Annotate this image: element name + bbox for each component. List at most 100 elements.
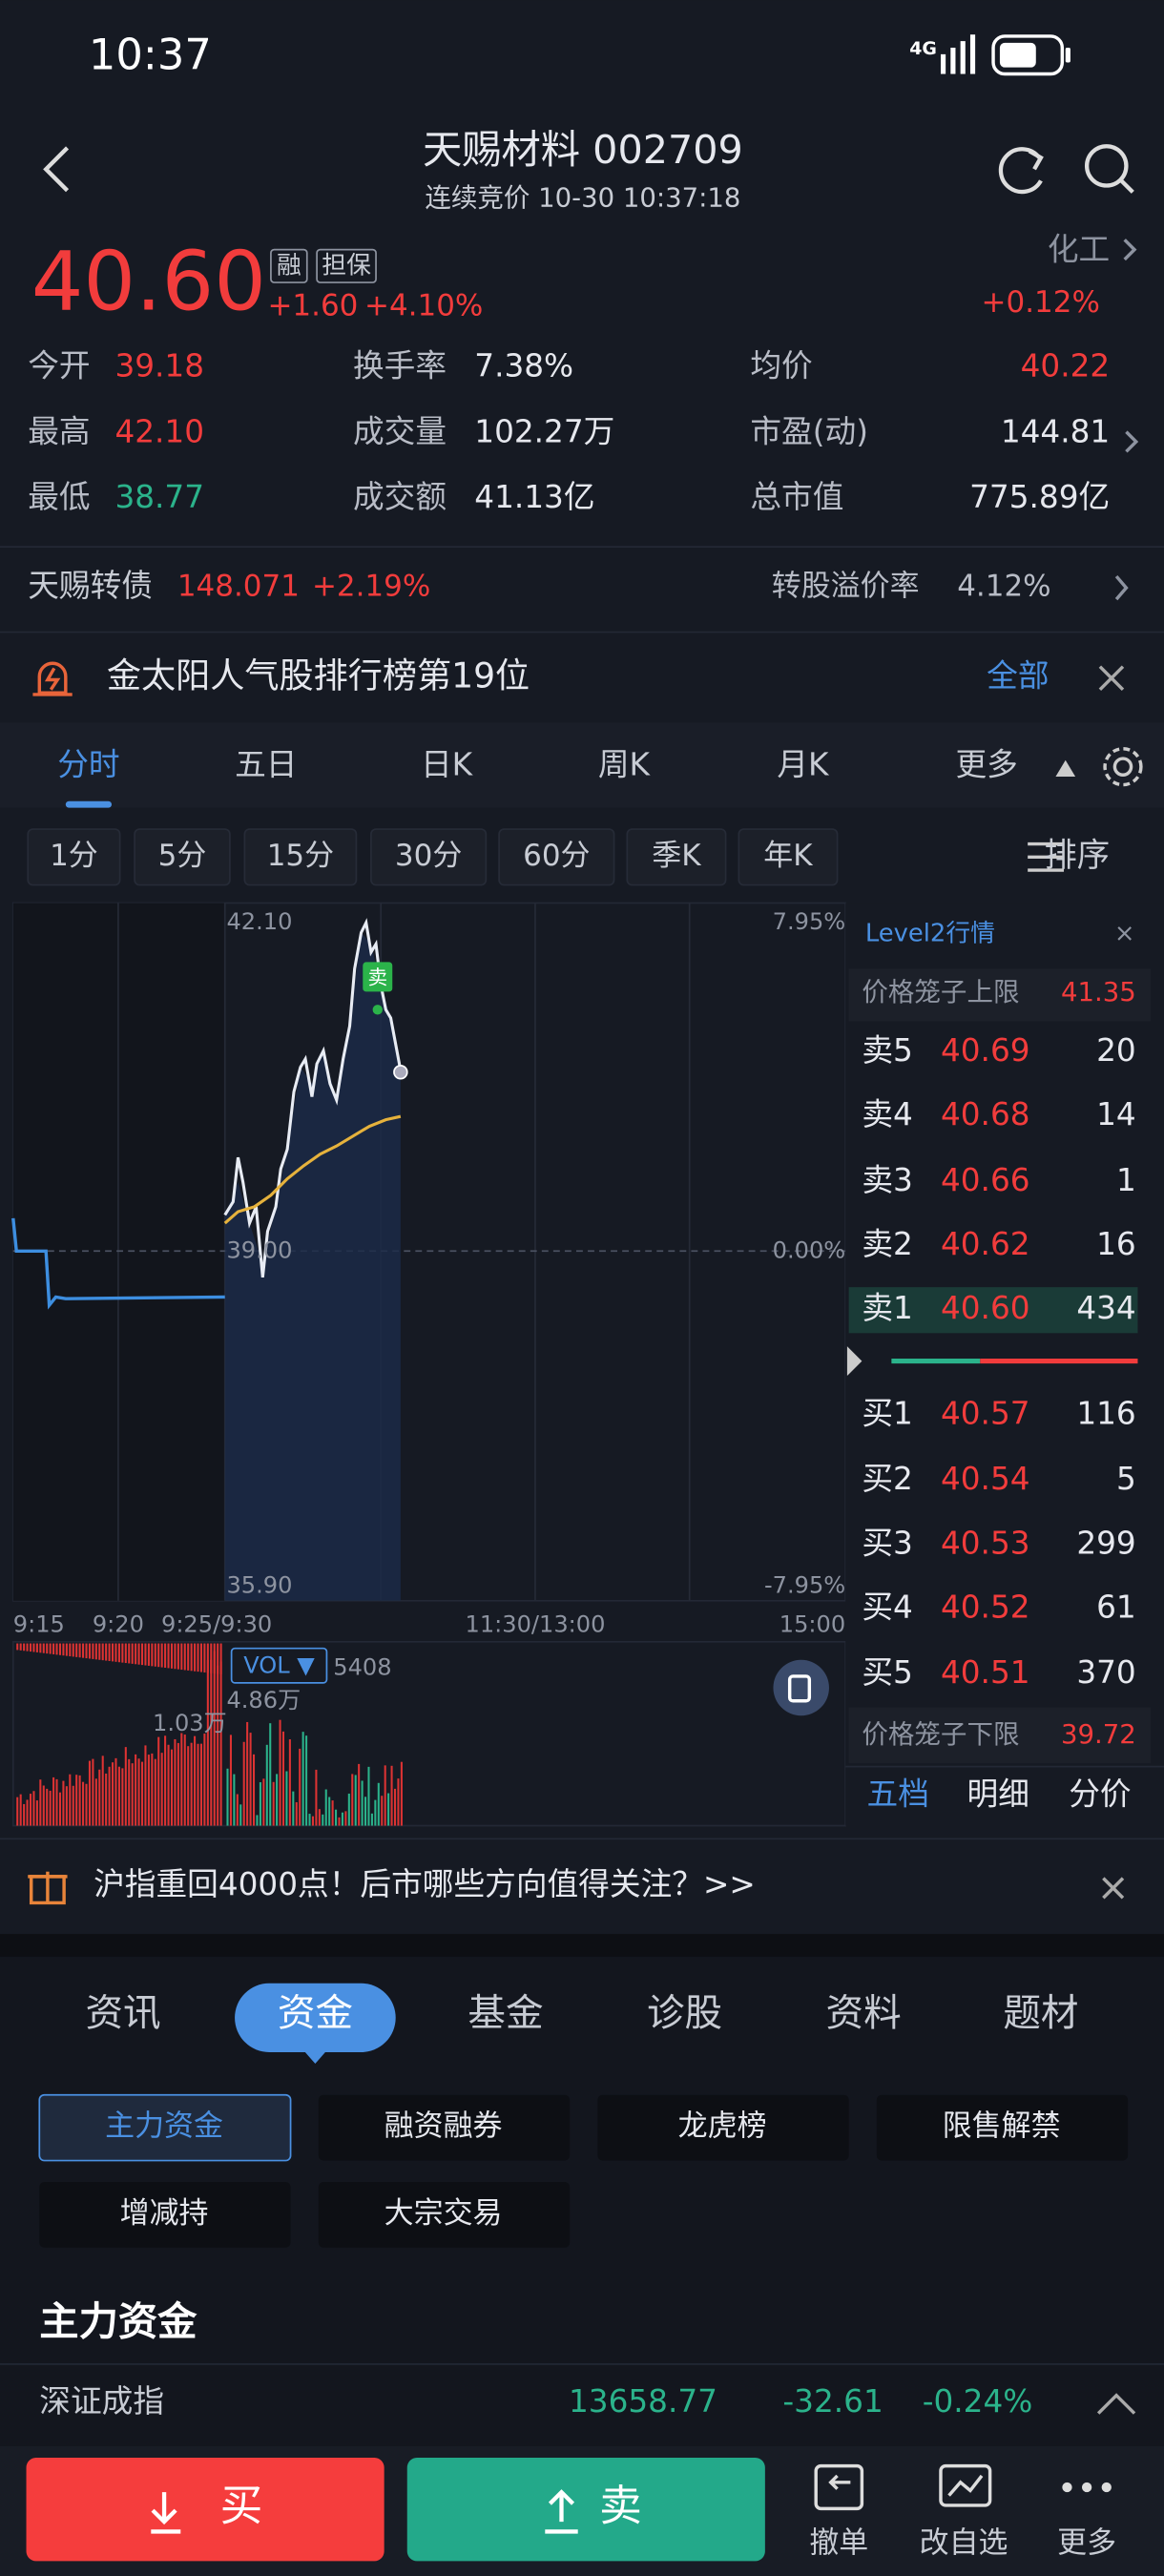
- close-icon[interactable]: ×: [1114, 920, 1135, 948]
- stat-value: 144.81: [1001, 413, 1110, 449]
- volume-bar: [203, 1643, 206, 1672]
- close-icon[interactable]: [1098, 665, 1125, 692]
- period-button[interactable]: 1分: [50, 839, 98, 873]
- fund-button[interactable]: 限售解禁: [943, 2109, 1061, 2144]
- volume-bar: [190, 1643, 193, 1672]
- volume-bar: [328, 1797, 331, 1826]
- sell-icon: [545, 2489, 578, 2534]
- banner-link[interactable]: 全部: [987, 658, 1049, 695]
- section-tab[interactable]: 资讯: [85, 1992, 160, 2036]
- section-separator: [0, 1934, 1164, 1958]
- bottom-action[interactable]: 更多: [1057, 2526, 1116, 2561]
- back-icon[interactable]: [43, 146, 70, 193]
- volume-bar: [272, 1781, 275, 1826]
- order-price: 40.52: [941, 1589, 1030, 1625]
- stat-value: 40.22: [1021, 348, 1111, 384]
- order-book-tab[interactable]: 明细: [967, 1776, 1029, 1813]
- volume-bar: [292, 1791, 295, 1826]
- volume-bar: [322, 1814, 324, 1826]
- order-volume: 16: [1096, 1226, 1136, 1262]
- order-price: 40.51: [941, 1654, 1030, 1691]
- bond-name: 天赐转债: [28, 568, 153, 604]
- volume-bar: [295, 1801, 298, 1826]
- fund-button[interactable]: 龙虎榜: [678, 2109, 767, 2144]
- collapse-icon[interactable]: [1096, 2393, 1136, 2415]
- volume-bar: [177, 1643, 179, 1670]
- chart-tab[interactable]: 月K: [777, 747, 830, 783]
- last-price: 40.60: [31, 235, 266, 330]
- bottom-action[interactable]: 改自选: [920, 2526, 1008, 2561]
- fund-button[interactable]: 主力资金: [105, 2109, 223, 2144]
- volume-bar: [154, 1643, 156, 1667]
- expand-icon: [846, 1346, 863, 1377]
- pct-axis-label: 7.95%: [773, 908, 846, 935]
- period-box: [243, 828, 358, 886]
- index-pct: -0.24%: [923, 2383, 1033, 2420]
- section-tab[interactable]: 基金: [468, 1992, 543, 2036]
- sell-marker: [363, 962, 393, 992]
- chart-tab[interactable]: 日K: [421, 747, 474, 783]
- vol-box[interactable]: [230, 1647, 328, 1684]
- upper-limit-label: 价格笼子上限: [862, 977, 1019, 1008]
- volume-bar: [128, 1758, 131, 1826]
- period-button[interactable]: 5分: [158, 839, 207, 873]
- order-volume: 434: [1076, 1290, 1135, 1326]
- volume-bar: [144, 1643, 147, 1666]
- rotate-icon[interactable]: [773, 1659, 829, 1716]
- volume-bar: [62, 1780, 65, 1826]
- section-tab[interactable]: 题材: [1003, 1992, 1078, 2036]
- order-volume: 61: [1096, 1589, 1136, 1625]
- period-button[interactable]: 30分: [395, 839, 462, 873]
- chart-tab[interactable]: 分时: [57, 747, 119, 783]
- sell-button[interactable]: [406, 2458, 765, 2562]
- period-button[interactable]: 15分: [267, 839, 334, 873]
- menu-icon[interactable]: [1028, 841, 1065, 872]
- volume-bar: [318, 1809, 321, 1826]
- time-axis-label: 9:20: [93, 1611, 144, 1638]
- chart-tab[interactable]: 周K: [598, 747, 652, 783]
- sector-name[interactable]: 化工: [1048, 231, 1110, 267]
- chart-tab[interactable]: 更多: [955, 747, 1017, 783]
- fund-button[interactable]: 大宗交易: [385, 2196, 503, 2231]
- volume-bar: [164, 1735, 167, 1826]
- order-label: 卖3: [862, 1162, 912, 1198]
- time-axis-label: 15:00: [779, 1611, 845, 1638]
- close-icon[interactable]: [1102, 1877, 1125, 1900]
- settings-icon[interactable]: [1103, 747, 1143, 787]
- volume-bar: [259, 1782, 261, 1826]
- price-axis-label: 35.90: [226, 1571, 292, 1598]
- volume-bar: [135, 1643, 137, 1665]
- notice-text[interactable]: 沪指重回4000点！后市哪些方向值得关注？>>: [94, 1866, 756, 1902]
- search-icon[interactable]: [1084, 144, 1134, 194]
- volume-bar: [65, 1643, 68, 1656]
- order-label: 买4: [862, 1589, 912, 1625]
- volume-bar: [262, 1778, 265, 1826]
- section-tab[interactable]: 资料: [826, 1992, 902, 2036]
- vol-label: VOL ▼: [243, 1652, 315, 1679]
- lower-limit-label: 价格笼子下限: [862, 1719, 1019, 1750]
- sell-label[interactable]: 卖: [599, 2480, 642, 2530]
- volume-bar: [69, 1774, 72, 1826]
- order-book-tab[interactable]: 分价: [1069, 1776, 1131, 1813]
- section-tab[interactable]: 资金: [278, 1992, 353, 2036]
- period-button[interactable]: 年K: [763, 839, 813, 873]
- period-button[interactable]: 季K: [652, 839, 701, 873]
- volume-bar: [49, 1790, 52, 1826]
- pct-axis-label: 0.00%: [773, 1236, 846, 1263]
- order-book-tab[interactable]: 五档: [867, 1776, 929, 1813]
- stat-label: 最低: [28, 479, 90, 515]
- last-point: [393, 1064, 408, 1080]
- volume-bar: [194, 1643, 197, 1672]
- fund-button[interactable]: 增减持: [120, 2196, 209, 2231]
- buy-label[interactable]: 买: [220, 2480, 263, 2530]
- fund-button[interactable]: 融资融券: [385, 2109, 503, 2144]
- buy-button[interactable]: [26, 2458, 385, 2562]
- refresh-icon[interactable]: [998, 147, 1044, 195]
- volume-bar: [124, 1643, 127, 1664]
- volume-bar: [341, 1812, 343, 1826]
- chart-tab[interactable]: 五日: [235, 747, 297, 783]
- section-tab[interactable]: 诊股: [647, 1992, 722, 2036]
- sort-button[interactable]: 排序: [1044, 837, 1110, 875]
- bottom-action[interactable]: 撤单: [809, 2526, 868, 2561]
- period-button[interactable]: 60分: [523, 839, 590, 873]
